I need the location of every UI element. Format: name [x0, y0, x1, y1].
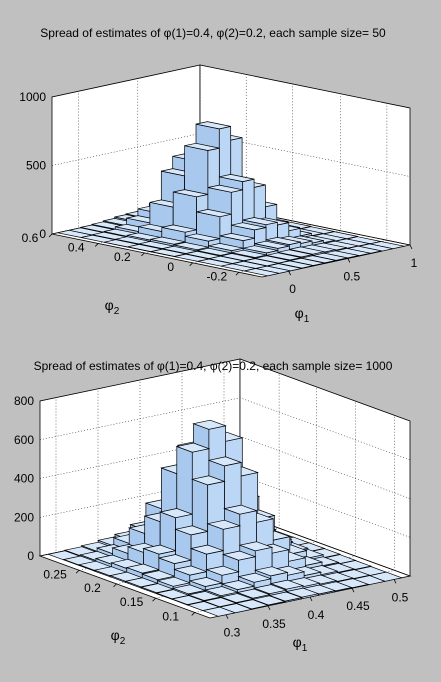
- x-tick-label: 0: [289, 282, 296, 296]
- y-tick-label: -0.2: [207, 269, 228, 283]
- y-tick-label: 0.4: [68, 240, 85, 254]
- x-tick-mark: [394, 579, 396, 583]
- y-tick-label: 0.1: [162, 609, 179, 623]
- y-tick-label: 0.25: [43, 567, 67, 581]
- x-tick-label: 0.35: [262, 617, 286, 631]
- z-tick-label: 0: [27, 549, 34, 563]
- histogram-panel-sample-50: 0 500 1000 0 0.5 1 0.6 0.4 0.2 0 -0.2 Spread of est…: [19, 26, 417, 325]
- x-tick-mark: [348, 258, 350, 262]
- y-tick-mark: [76, 570, 79, 573]
- y-tick-mark: [153, 598, 156, 601]
- x-tick-mark: [226, 615, 228, 619]
- x-axis-label: φ1: [293, 634, 308, 654]
- z-tick-label: 1000: [19, 90, 46, 104]
- y-tick-mark: [95, 243, 98, 246]
- z-tick-label: 600: [14, 433, 34, 447]
- x-tick-label: 0.45: [346, 599, 370, 613]
- y-tick-label: 0.2: [84, 581, 101, 595]
- histogram-panel-sample-1000: 0 200 400 600 800 0.3 0.35 0.4 0.45 0.5 0.25 0.2 0.1…: [14, 359, 410, 654]
- z-tick-label: 200: [14, 510, 34, 524]
- x-tick-label: 0.5: [343, 269, 360, 283]
- z-tick-label: 400: [14, 472, 34, 486]
- x-tick-label: 0.4: [308, 608, 325, 622]
- z-tick-label: 800: [14, 394, 34, 408]
- z-tick-label: 500: [26, 159, 46, 173]
- chart-title: Spread of estimates of φ(1)=0.4, φ(2)=0.…: [34, 359, 393, 373]
- x-tick-label: 0.5: [392, 590, 409, 604]
- x-tick-label: 1: [411, 256, 418, 270]
- y-tick-mark: [192, 612, 195, 615]
- x-tick-mark: [268, 606, 270, 610]
- chart-title: Spread of estimates of φ(1)=0.4, φ(2)=0.…: [40, 26, 386, 40]
- x-axis-label: φ1: [295, 305, 310, 325]
- y-tick-mark: [114, 584, 117, 587]
- x-tick-mark: [289, 271, 291, 275]
- y-tick-mark: [190, 263, 193, 266]
- x-tick-mark: [352, 588, 354, 592]
- x-tick-label: 0.3: [224, 626, 241, 640]
- y-tick-label: 0.15: [120, 595, 144, 609]
- y-axis-label: φ2: [105, 297, 120, 317]
- y-tick-mark: [141, 253, 144, 256]
- y-tick-label: 0: [167, 260, 174, 274]
- y-axis-label: φ2: [111, 627, 126, 647]
- x-tick-mark: [410, 245, 412, 249]
- y-tick-mark: [236, 272, 239, 275]
- z-tick-label: 0: [39, 227, 46, 241]
- y-tick-label: 0.6: [22, 231, 39, 245]
- y-tick-label: 0.2: [114, 250, 131, 264]
- y-tick-mark: [49, 234, 52, 237]
- x-tick-mark: [310, 597, 312, 601]
